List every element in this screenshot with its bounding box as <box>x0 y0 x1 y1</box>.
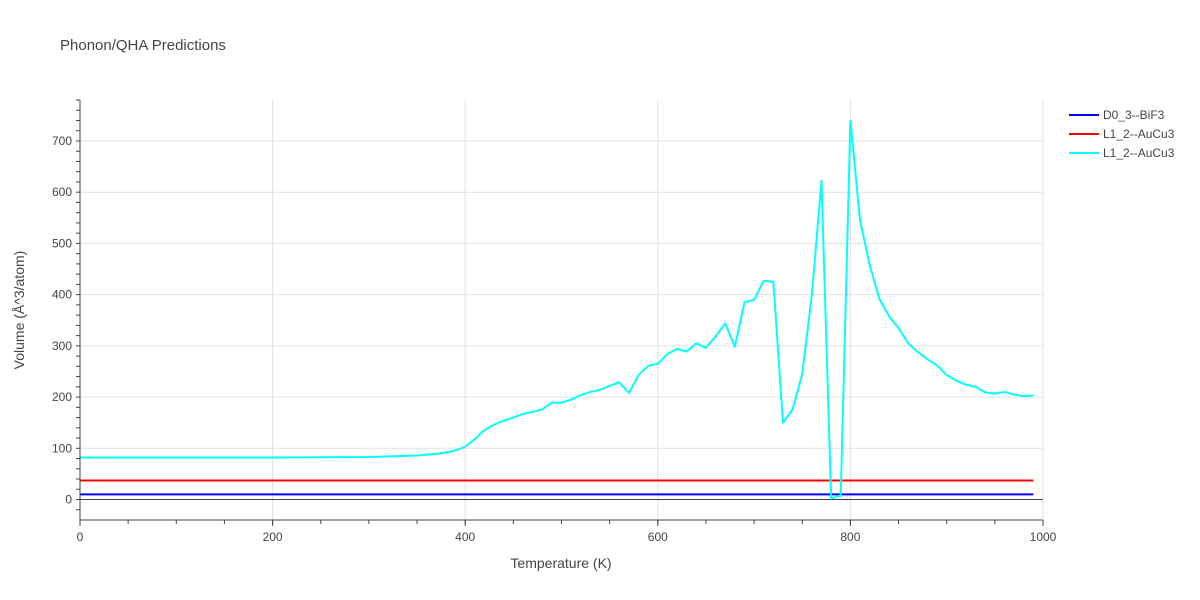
series-line-3 <box>80 119 1034 500</box>
legend-item-2[interactable]: L1_2--AuCu3 <box>1069 127 1175 141</box>
y-tick-label: 200 <box>52 390 72 404</box>
legend[interactable]: D0_3--BiF3 L1_2--AuCu3 L1_2--AuCu3 <box>1069 108 1175 160</box>
y-tick-label: 300 <box>52 339 72 353</box>
axes: 0 200 400 600 800 1000 0 100 200 300 400 500 600 700 <box>52 99 1057 544</box>
legend-item-3[interactable]: L1_2--AuCu3 <box>1069 146 1175 160</box>
grid <box>80 100 1044 520</box>
x-tick-label: 800 <box>840 530 860 544</box>
x-tick-label: 200 <box>263 530 283 544</box>
x-tick-label: 600 <box>648 530 668 544</box>
y-tick-label: 100 <box>52 441 72 455</box>
y-tick-label: 500 <box>52 236 72 250</box>
chart-title: Phonon/QHA Predictions <box>60 37 226 54</box>
legend-label: D0_3--BiF3 <box>1103 108 1165 122</box>
y-tick-label: 600 <box>52 185 72 199</box>
legend-label: L1_2--AuCu3 <box>1103 127 1175 141</box>
x-tick-label: 0 <box>77 530 84 544</box>
y-tick-label: 0 <box>65 493 72 507</box>
legend-label: L1_2--AuCu3 <box>1103 146 1175 160</box>
y-axis-label: Volume (Å^3/atom) <box>11 251 27 370</box>
y-tick-label: 400 <box>52 288 72 302</box>
series-lines <box>80 119 1034 500</box>
legend-item-1[interactable]: D0_3--BiF3 <box>1069 108 1165 122</box>
x-axis-label: Temperature (K) <box>510 555 611 571</box>
x-tick-label: 400 <box>455 530 475 544</box>
x-tick-label: 1000 <box>1030 530 1057 544</box>
y-tick-label: 700 <box>52 134 72 148</box>
